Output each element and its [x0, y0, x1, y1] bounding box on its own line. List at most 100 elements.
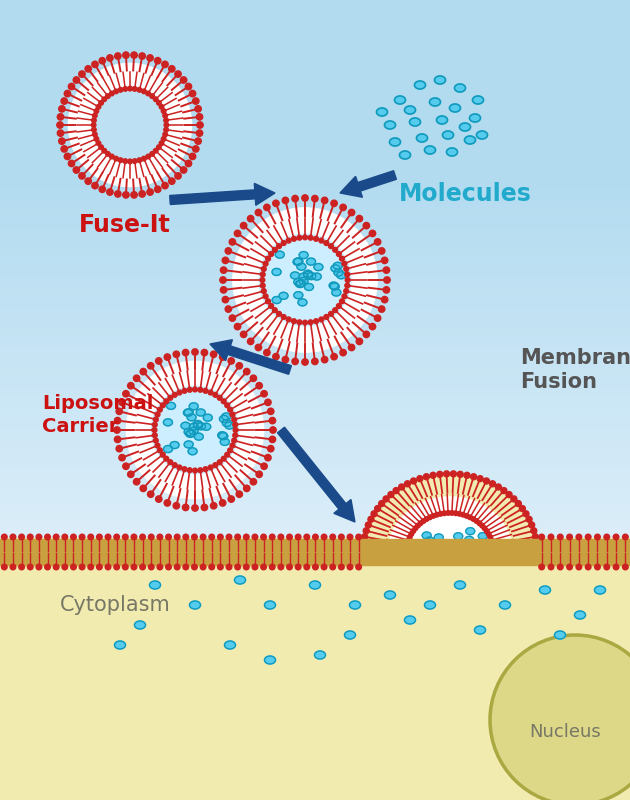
- Bar: [0, 566, 630, 574]
- Circle shape: [260, 272, 265, 277]
- Bar: [0, 619, 630, 626]
- Circle shape: [152, 427, 157, 432]
- Ellipse shape: [299, 278, 308, 285]
- Circle shape: [348, 210, 355, 216]
- Circle shape: [151, 386, 239, 474]
- Circle shape: [147, 491, 154, 498]
- Bar: [0, 606, 630, 614]
- Bar: [0, 239, 630, 246]
- Circle shape: [201, 504, 208, 510]
- Circle shape: [180, 77, 187, 83]
- Circle shape: [480, 523, 484, 528]
- Bar: [0, 333, 630, 340]
- Circle shape: [102, 97, 106, 102]
- Circle shape: [28, 564, 33, 570]
- Circle shape: [243, 534, 249, 540]
- Circle shape: [219, 354, 226, 360]
- Polygon shape: [387, 496, 513, 552]
- Bar: [0, 646, 630, 654]
- Circle shape: [244, 369, 250, 375]
- Circle shape: [10, 534, 16, 540]
- Circle shape: [164, 354, 171, 360]
- Circle shape: [105, 534, 111, 540]
- Circle shape: [94, 109, 99, 114]
- Bar: [0, 586, 630, 594]
- Circle shape: [430, 472, 436, 478]
- Ellipse shape: [446, 543, 455, 550]
- Circle shape: [227, 407, 232, 412]
- Circle shape: [595, 534, 600, 540]
- Ellipse shape: [294, 278, 303, 286]
- Circle shape: [175, 534, 180, 540]
- Bar: [0, 86, 630, 94]
- Circle shape: [219, 500, 226, 506]
- Circle shape: [314, 237, 318, 242]
- Circle shape: [166, 534, 171, 540]
- Bar: [0, 786, 630, 794]
- Circle shape: [128, 86, 132, 91]
- Circle shape: [264, 204, 270, 210]
- Circle shape: [115, 418, 121, 424]
- Circle shape: [381, 257, 388, 263]
- Circle shape: [96, 564, 102, 570]
- Ellipse shape: [430, 98, 440, 106]
- Circle shape: [404, 545, 409, 549]
- Circle shape: [213, 462, 218, 467]
- Circle shape: [123, 158, 127, 163]
- Ellipse shape: [297, 280, 306, 287]
- Bar: [0, 499, 630, 506]
- Circle shape: [36, 564, 42, 570]
- Circle shape: [169, 66, 175, 72]
- Circle shape: [166, 564, 171, 570]
- Circle shape: [164, 500, 171, 506]
- Bar: [0, 773, 630, 780]
- Circle shape: [116, 446, 122, 452]
- Bar: [0, 393, 630, 400]
- Circle shape: [345, 272, 350, 277]
- Circle shape: [297, 320, 302, 325]
- Circle shape: [92, 87, 168, 162]
- Circle shape: [161, 452, 165, 457]
- Ellipse shape: [218, 432, 227, 438]
- Circle shape: [243, 564, 249, 570]
- Bar: [0, 39, 630, 46]
- Circle shape: [71, 534, 76, 540]
- Bar: [0, 46, 630, 54]
- Ellipse shape: [294, 292, 303, 298]
- Circle shape: [123, 463, 129, 470]
- Ellipse shape: [449, 104, 461, 112]
- Bar: [0, 686, 630, 694]
- Circle shape: [61, 98, 67, 104]
- Ellipse shape: [298, 299, 307, 306]
- Bar: [0, 259, 630, 266]
- Circle shape: [128, 159, 132, 164]
- Circle shape: [312, 564, 318, 570]
- Circle shape: [131, 534, 137, 540]
- Bar: [0, 126, 630, 134]
- Circle shape: [360, 540, 367, 546]
- Circle shape: [613, 564, 619, 570]
- Circle shape: [163, 132, 168, 137]
- Bar: [0, 233, 630, 240]
- Circle shape: [88, 564, 93, 570]
- Bar: [0, 373, 630, 380]
- Circle shape: [132, 86, 137, 91]
- Circle shape: [192, 564, 197, 570]
- Circle shape: [490, 635, 630, 800]
- Bar: [0, 699, 630, 706]
- Text: Fuse-It: Fuse-It: [79, 213, 171, 237]
- Circle shape: [156, 496, 162, 502]
- Circle shape: [312, 358, 318, 365]
- Circle shape: [132, 158, 137, 163]
- Circle shape: [85, 66, 91, 72]
- Ellipse shape: [304, 270, 312, 278]
- Ellipse shape: [184, 409, 193, 416]
- Circle shape: [164, 122, 169, 127]
- Ellipse shape: [332, 289, 341, 296]
- Ellipse shape: [442, 543, 451, 550]
- Circle shape: [286, 317, 291, 322]
- Circle shape: [99, 101, 103, 105]
- Circle shape: [268, 408, 274, 414]
- Circle shape: [193, 146, 199, 152]
- Circle shape: [69, 63, 192, 186]
